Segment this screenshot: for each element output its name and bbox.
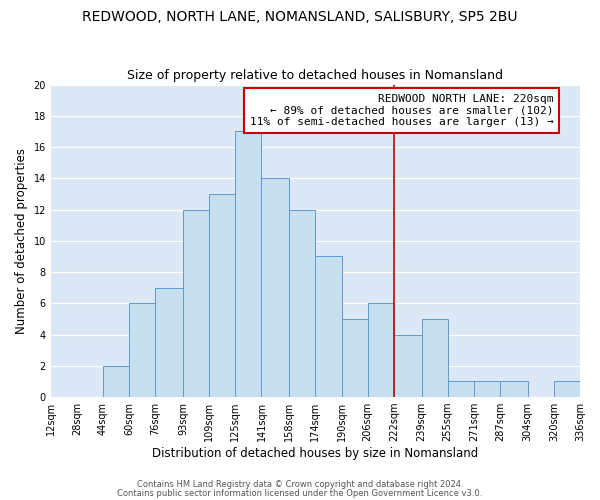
Text: Contains HM Land Registry data © Crown copyright and database right 2024.: Contains HM Land Registry data © Crown c… xyxy=(137,480,463,489)
Bar xyxy=(209,194,235,397)
Bar xyxy=(394,334,422,397)
Bar xyxy=(554,382,580,397)
Bar xyxy=(341,319,368,397)
Bar xyxy=(289,210,316,397)
Bar xyxy=(129,304,155,397)
Bar xyxy=(262,178,289,397)
Bar xyxy=(183,210,209,397)
Title: Size of property relative to detached houses in Nomansland: Size of property relative to detached ho… xyxy=(127,69,503,82)
Bar xyxy=(500,382,528,397)
Y-axis label: Number of detached properties: Number of detached properties xyxy=(15,148,28,334)
Bar xyxy=(422,319,448,397)
Bar xyxy=(155,288,183,397)
Text: Contains public sector information licensed under the Open Government Licence v3: Contains public sector information licen… xyxy=(118,488,482,498)
Bar xyxy=(235,132,262,397)
Bar xyxy=(368,304,394,397)
Bar xyxy=(316,256,341,397)
Bar xyxy=(103,366,129,397)
Text: REDWOOD NORTH LANE: 220sqm
← 89% of detached houses are smaller (102)
11% of sem: REDWOOD NORTH LANE: 220sqm ← 89% of deta… xyxy=(250,94,554,127)
Bar xyxy=(448,382,474,397)
Text: REDWOOD, NORTH LANE, NOMANSLAND, SALISBURY, SP5 2BU: REDWOOD, NORTH LANE, NOMANSLAND, SALISBU… xyxy=(82,10,518,24)
Bar xyxy=(474,382,500,397)
X-axis label: Distribution of detached houses by size in Nomansland: Distribution of detached houses by size … xyxy=(152,447,479,460)
